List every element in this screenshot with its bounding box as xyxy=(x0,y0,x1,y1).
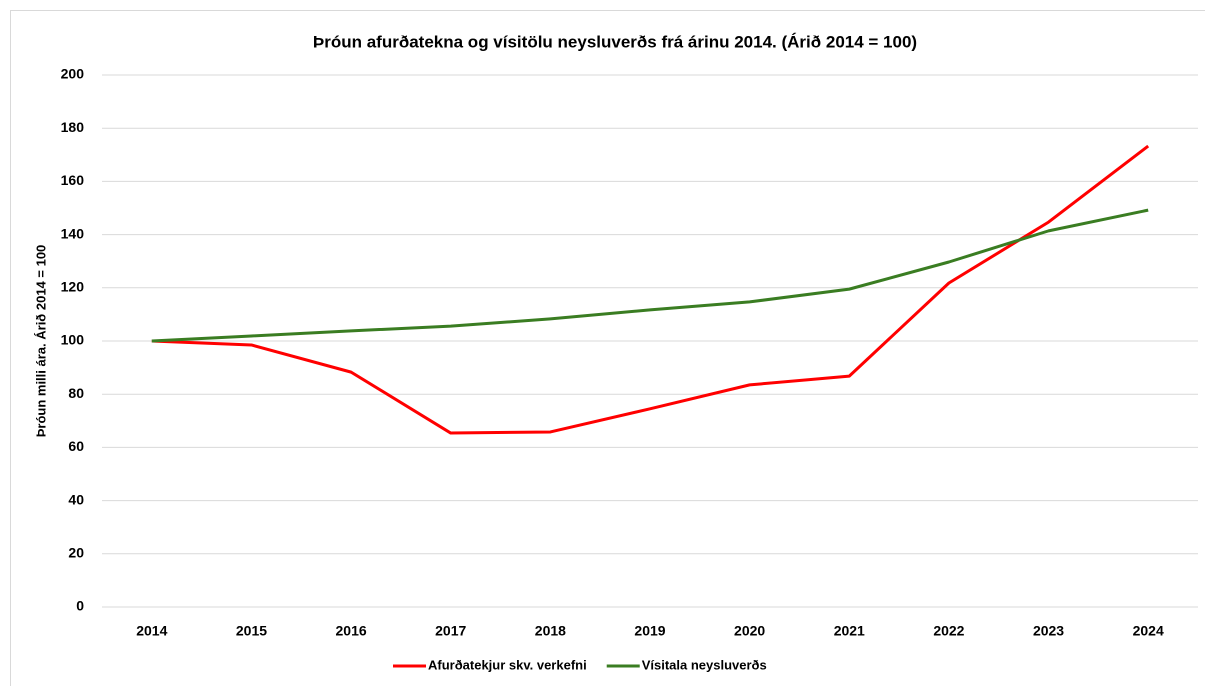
chart-title: Þróun afurðatekna og vísitölu neysluverð… xyxy=(313,32,917,51)
x-tick-label: 2021 xyxy=(834,623,865,639)
y-tick-label: 100 xyxy=(61,332,85,348)
y-tick-label: 40 xyxy=(68,491,84,507)
x-tick-label: 2018 xyxy=(535,623,566,639)
y-tick-label: 20 xyxy=(68,545,84,561)
y-tick-label: 160 xyxy=(61,172,85,188)
x-tick-label: 2024 xyxy=(1133,623,1164,639)
y-tick-label: 140 xyxy=(61,225,85,241)
y-tick-label: 200 xyxy=(61,66,85,82)
x-tick-label: 2023 xyxy=(1033,623,1064,639)
y-axis-label: Þróun milli ára. Árið 2014 = 100 xyxy=(33,245,48,438)
x-tick-label: 2019 xyxy=(634,623,665,639)
y-tick-label: 60 xyxy=(68,438,84,454)
x-tick-label: 2015 xyxy=(236,623,267,639)
y-tick-label: 80 xyxy=(68,385,84,401)
x-tick-label: 2016 xyxy=(336,623,367,639)
x-tick-label: 2020 xyxy=(734,623,765,639)
x-tick-label: 2022 xyxy=(933,623,964,639)
legend-label: Afurðatekjur skv. verkefni xyxy=(428,657,587,672)
y-tick-label: 120 xyxy=(61,279,85,295)
y-tick-label: 180 xyxy=(61,119,85,135)
x-tick-label: 2014 xyxy=(136,623,167,639)
legend-label: Vísitala neysluverðs xyxy=(642,657,767,672)
y-tick-label: 0 xyxy=(76,598,84,614)
chart-border xyxy=(11,11,1205,687)
x-tick-label: 2017 xyxy=(435,623,466,639)
